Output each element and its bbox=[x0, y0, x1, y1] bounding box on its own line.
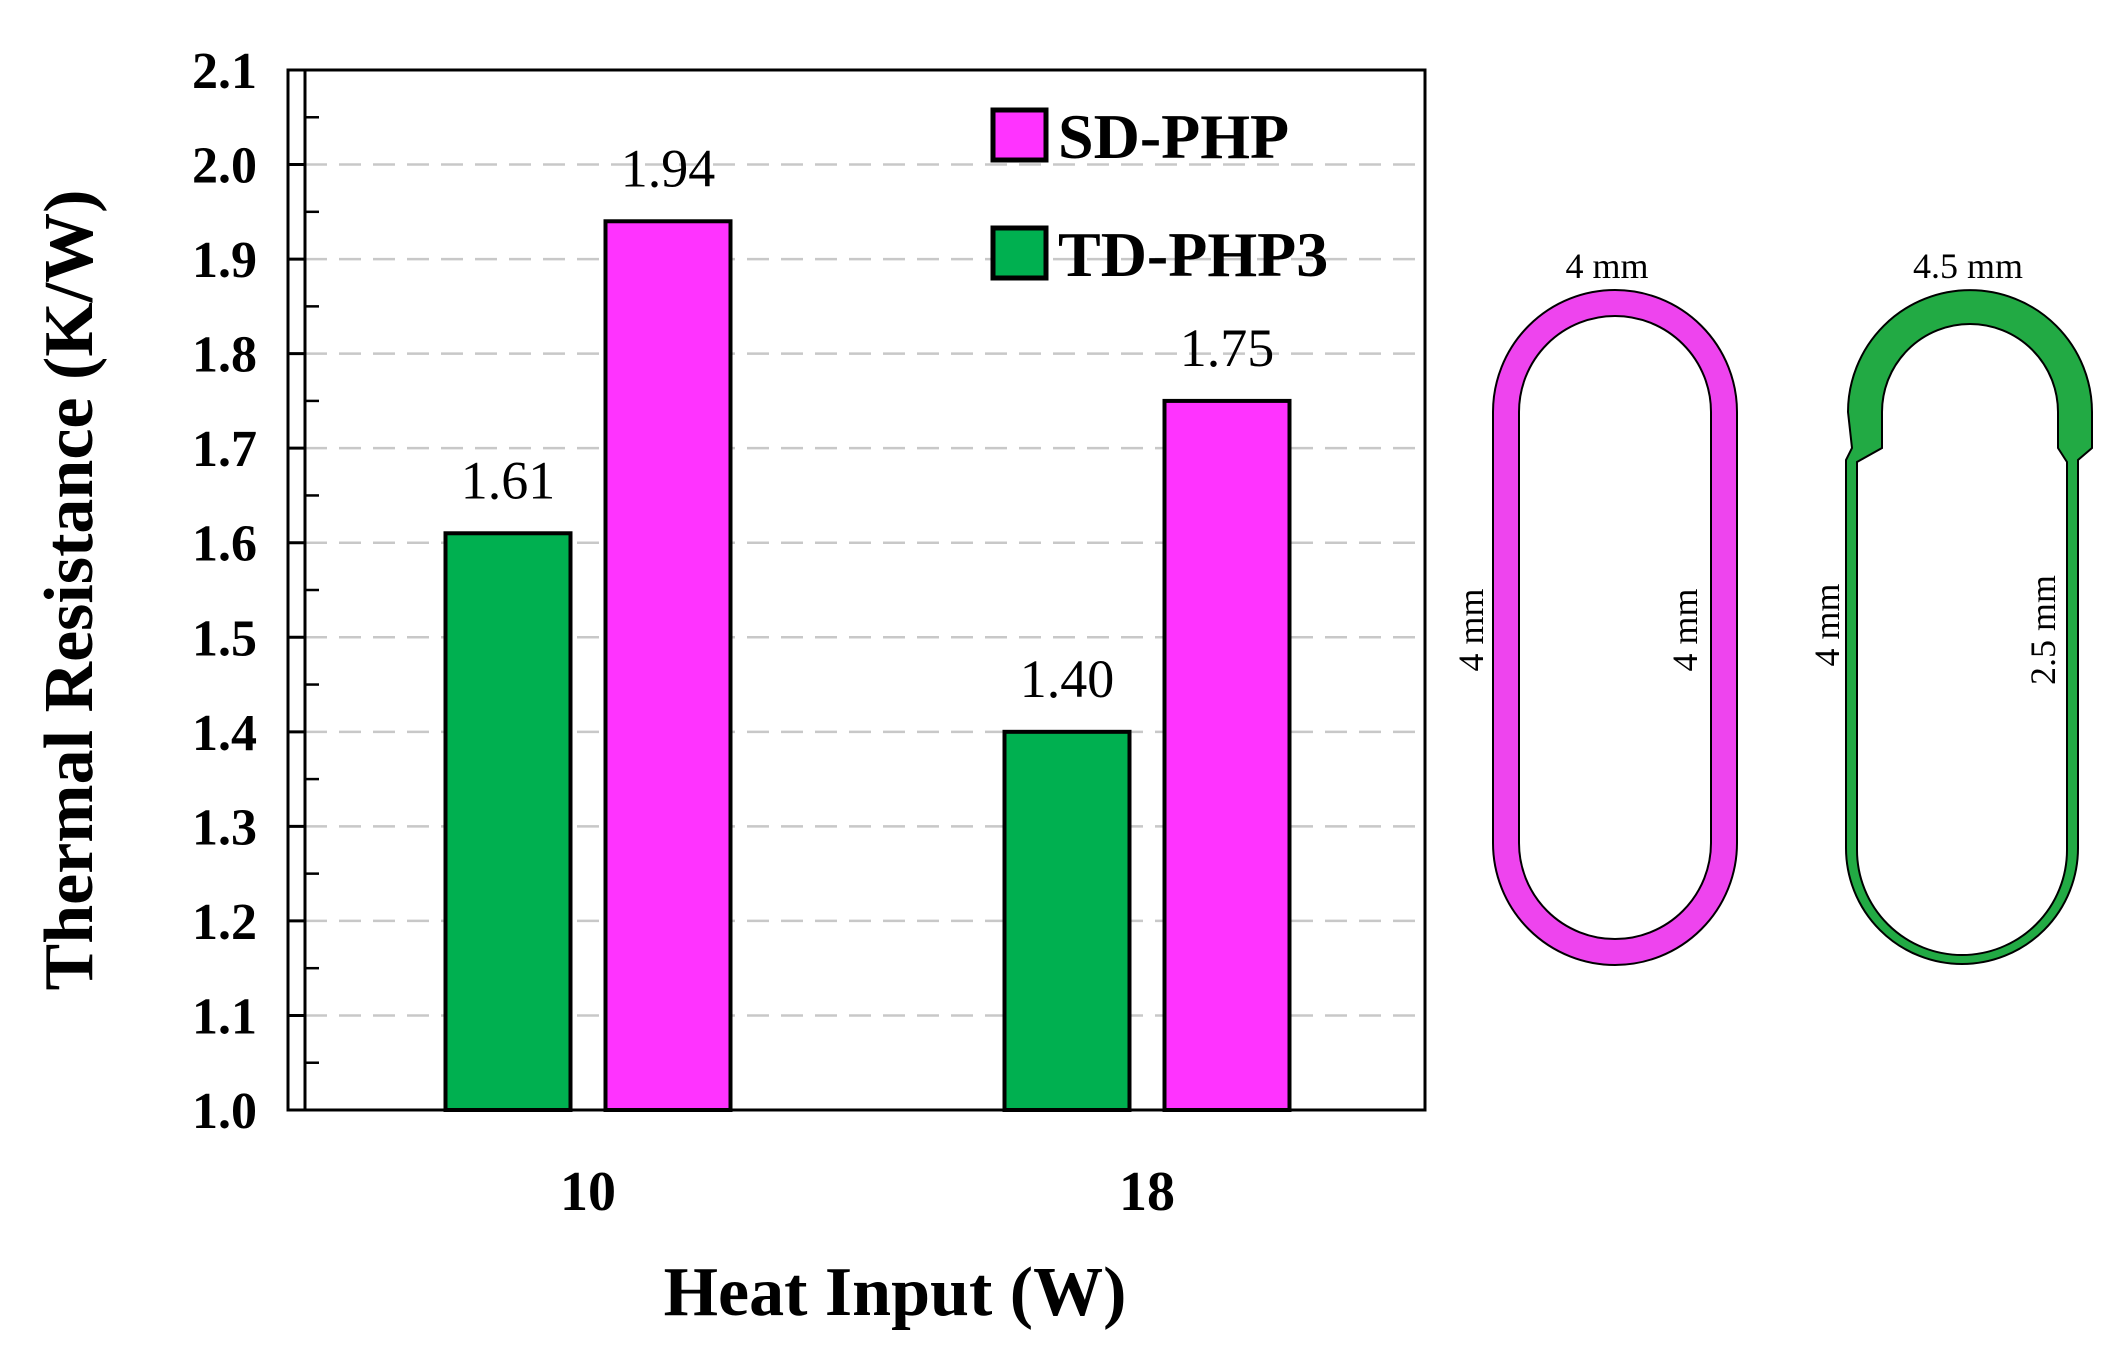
y-tick-label: 1.0 bbox=[192, 1083, 257, 1140]
bar-value-label: 1.40 bbox=[1020, 649, 1115, 709]
legend-swatch-td-php3 bbox=[990, 225, 1049, 281]
td-php3-right-dimension: 2.5 mm bbox=[2023, 575, 2063, 685]
y-axis-title: Thermal Resistance (K/W) bbox=[31, 190, 108, 991]
y-tick-label: 1.4 bbox=[192, 705, 257, 762]
legend-label-sd-php: SD-PHP bbox=[1058, 101, 1289, 172]
bar-td-php3-18 bbox=[1002, 729, 1132, 1112]
y-tick-label: 1.3 bbox=[192, 799, 257, 856]
td-php3-top-dimension: 4.5 mm bbox=[1913, 246, 2023, 286]
bar-value-label: 1.61 bbox=[461, 450, 556, 510]
bar-value-label: 1.75 bbox=[1180, 318, 1275, 378]
legend: SD-PHP TD-PHP3 bbox=[990, 101, 1328, 290]
bar-value-labels: 1.61 1.94 1.40 1.75 bbox=[461, 138, 1275, 709]
y-tick-label: 2.0 bbox=[192, 138, 257, 195]
y-tick-label: 1.5 bbox=[192, 610, 257, 667]
y-tick-labels: 1.0 1.1 1.2 1.3 1.4 1.5 1.6 1.7 1.8 1.9 2.0 2.1 bbox=[192, 43, 257, 1140]
bars bbox=[443, 219, 1292, 1113]
y-tick-label: 1.8 bbox=[192, 327, 257, 384]
sd-php-right-dimension: 4 mm bbox=[1665, 588, 1705, 671]
y-tick-label: 2.1 bbox=[192, 43, 257, 100]
x-tick-label: 10 bbox=[560, 1161, 616, 1223]
x-axis-title: Heat Input (W) bbox=[664, 1254, 1127, 1331]
x-tick-labels: 10 18 bbox=[560, 1161, 1175, 1223]
sd-php-cross-section: 4 mm 4 mm 4 mm bbox=[1451, 246, 1738, 966]
y-tick-label: 1.6 bbox=[192, 516, 257, 573]
td-php3-left-dimension: 4 mm bbox=[1807, 583, 1847, 666]
bar-chart: 1.0 1.1 1.2 1.3 1.4 1.5 1.6 1.7 1.8 1.9 2.0 2.1 1.6… bbox=[31, 43, 1427, 1331]
plot-frame bbox=[286, 68, 1427, 1112]
y-tick-label: 1.9 bbox=[192, 232, 257, 289]
y-tick-label: 1.7 bbox=[192, 421, 257, 478]
sd-php-top-dimension: 4 mm bbox=[1565, 246, 1648, 286]
legend-label-td-php3: TD-PHP3 bbox=[1058, 219, 1328, 290]
legend-swatch-sd-php bbox=[990, 107, 1049, 163]
y-tick-label: 1.1 bbox=[192, 988, 257, 1045]
bar-sd-php-10 bbox=[603, 219, 733, 1113]
bar-value-label: 1.94 bbox=[621, 138, 716, 198]
bar-sd-php-18 bbox=[1162, 398, 1292, 1112]
sd-php-tube-outline bbox=[1492, 289, 1738, 966]
bar-td-php3-10 bbox=[443, 531, 573, 1112]
sd-php-left-dimension: 4 mm bbox=[1451, 588, 1491, 671]
td-php3-cross-section: 4.5 mm 4 mm 2.5 mm bbox=[1807, 246, 2093, 965]
td-php3-tube-outline bbox=[1845, 289, 2093, 965]
x-tick-label: 18 bbox=[1119, 1161, 1175, 1223]
y-tick-label: 1.2 bbox=[192, 894, 257, 951]
